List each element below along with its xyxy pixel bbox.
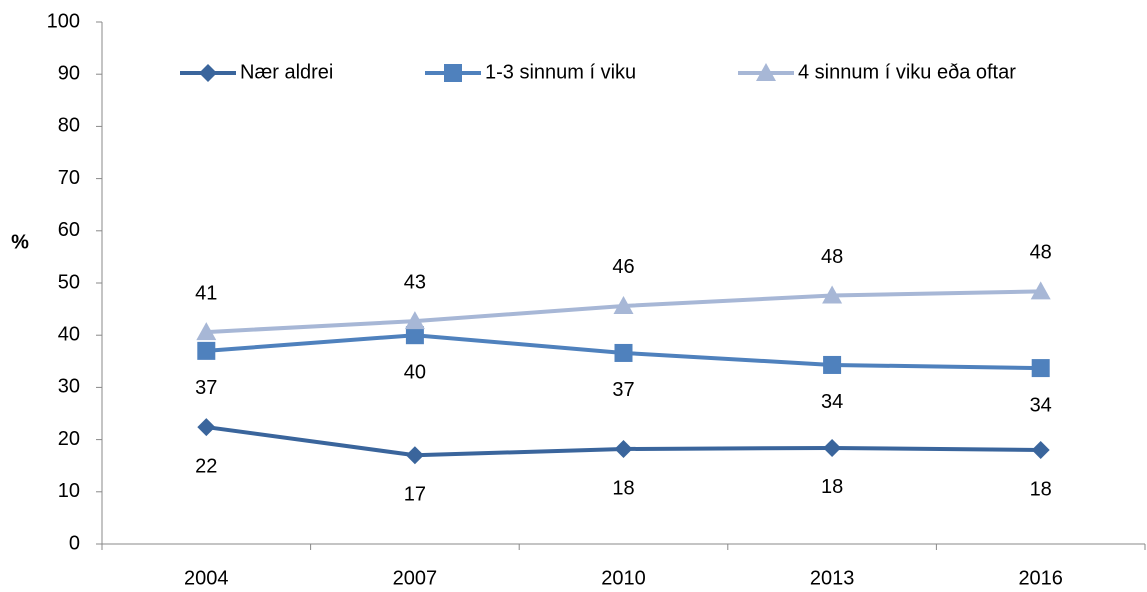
marker bbox=[196, 322, 217, 341]
data-label: 34 bbox=[821, 391, 843, 413]
y-axis-label: % bbox=[11, 231, 29, 253]
marker bbox=[823, 355, 842, 374]
y-tick-label: 50 bbox=[58, 271, 80, 293]
data-label: 37 bbox=[195, 377, 217, 399]
marker bbox=[822, 285, 843, 304]
data-label: 41 bbox=[195, 282, 217, 304]
legend-label: Nær aldrei bbox=[240, 61, 333, 83]
data-label: 34 bbox=[1030, 394, 1052, 416]
marker bbox=[197, 341, 216, 360]
y-tick-label: 20 bbox=[58, 428, 80, 450]
data-label: 43 bbox=[404, 271, 426, 293]
y-tick-label: 30 bbox=[58, 376, 80, 398]
data-label: 48 bbox=[821, 246, 843, 268]
y-tick-label: 80 bbox=[58, 115, 80, 137]
y-tick-label: 100 bbox=[47, 10, 80, 32]
x-tick-label: 2010 bbox=[601, 567, 646, 589]
marker bbox=[1030, 281, 1051, 300]
data-label: 37 bbox=[612, 379, 634, 401]
marker bbox=[405, 326, 424, 345]
data-label: 18 bbox=[821, 476, 843, 498]
y-tick-label: 70 bbox=[58, 167, 80, 189]
data-label: 22 bbox=[195, 455, 217, 477]
marker bbox=[613, 295, 634, 314]
y-tick-label: 60 bbox=[58, 219, 80, 241]
y-tick-label: 0 bbox=[69, 532, 80, 554]
legend-label: 1-3 sinnum í viku bbox=[485, 61, 636, 83]
marker bbox=[1031, 359, 1050, 378]
x-tick-label: 2016 bbox=[1018, 567, 1063, 589]
marker bbox=[1031, 441, 1050, 460]
marker bbox=[197, 418, 216, 437]
data-label: 18 bbox=[612, 477, 634, 499]
data-label: 18 bbox=[1030, 478, 1052, 500]
data-label: 17 bbox=[404, 484, 426, 506]
data-label: 48 bbox=[1030, 242, 1052, 264]
legend-marker bbox=[444, 64, 462, 82]
x-tick-label: 2004 bbox=[184, 567, 229, 589]
x-tick-label: 2007 bbox=[393, 567, 438, 589]
y-tick-label: 10 bbox=[58, 480, 80, 502]
data-label: 46 bbox=[612, 256, 634, 278]
legend-marker bbox=[756, 63, 776, 81]
legend-marker bbox=[199, 64, 217, 82]
data-label: 40 bbox=[404, 361, 426, 383]
marker bbox=[614, 439, 633, 458]
marker bbox=[823, 438, 842, 457]
y-tick-label: 90 bbox=[58, 62, 80, 84]
marker bbox=[405, 446, 424, 465]
x-tick-label: 2013 bbox=[810, 567, 855, 589]
legend-label: 4 sinnum í viku eða oftar bbox=[798, 61, 1016, 83]
marker bbox=[614, 343, 633, 362]
y-tick-label: 40 bbox=[58, 323, 80, 345]
marker bbox=[404, 311, 425, 330]
